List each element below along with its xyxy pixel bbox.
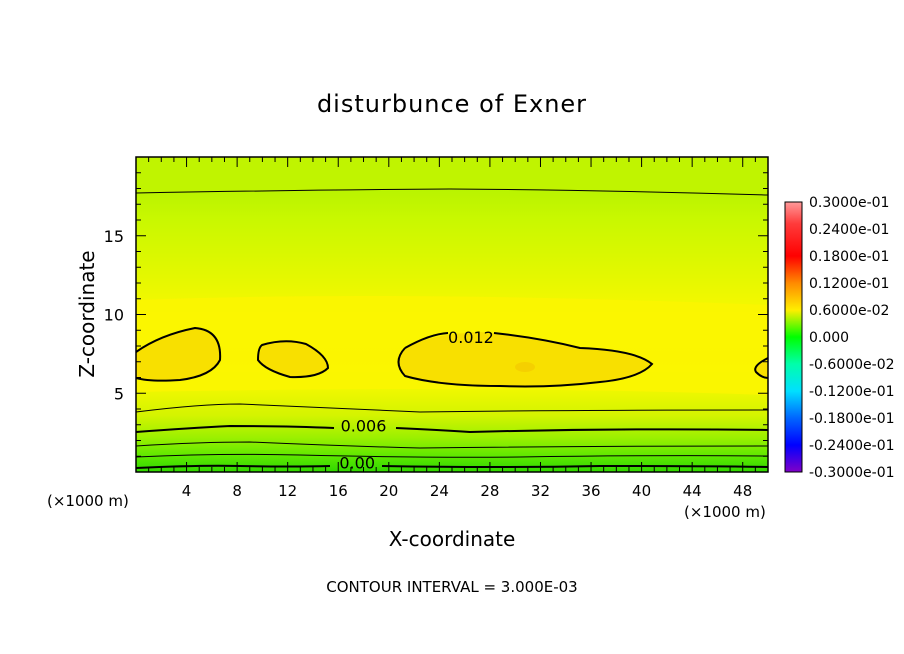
cell-left-fill	[136, 328, 221, 381]
x-tick-label: 44	[683, 482, 702, 500]
x-tick-label: 16	[329, 482, 348, 500]
x-unit-label-left: (×1000 m)	[47, 492, 129, 510]
cell-core	[515, 362, 535, 372]
colorbar-labels: 0.3000e-01 0.2400e-01 0.1800e-01 0.1200e-01…	[809, 195, 895, 481]
contour-field	[136, 157, 768, 472]
x-tick-label: 20	[379, 482, 398, 500]
colorbar-label: -0.2400e-01	[809, 438, 895, 454]
colorbar-gradient	[784, 201, 803, 473]
y-tick-label: 5	[114, 384, 124, 403]
chart-title: disturbunce of Exner	[317, 90, 587, 118]
x-tick-label: 4	[182, 482, 192, 500]
y-axis-label: Z-coordinate	[75, 250, 99, 377]
field-band-top	[136, 157, 768, 194]
colorbar-label: -0.3000e-01	[809, 465, 895, 481]
colorbar-label: 0.1200e-01	[809, 276, 889, 292]
contour-label: 0.00	[339, 453, 375, 472]
x-tick-label: 12	[278, 482, 297, 500]
colorbar-label: -0.1800e-01	[809, 411, 895, 427]
x-tick-label: 24	[430, 482, 449, 500]
x-tick-label: 48	[733, 482, 752, 500]
x-tick-label: 8	[232, 482, 242, 500]
contour-line-006	[136, 424, 768, 434]
x-tick-label: 36	[581, 482, 600, 500]
x-tick-label: 32	[531, 482, 550, 500]
colorbar: 0.3000e-01 0.2400e-01 0.1800e-01 0.1200e-01…	[784, 195, 895, 481]
contour-line-3	[136, 453, 768, 458]
colorbar-label: -0.6000e-02	[809, 357, 895, 373]
contour-label: 0.012	[448, 328, 494, 347]
contour-cell-right	[397, 332, 654, 388]
contour-top-line	[136, 188, 768, 196]
x-unit-label-right: (×1000 m)	[684, 503, 766, 521]
colorbar-label: 0.6000e-02	[809, 303, 889, 319]
contour-label: 0.006	[341, 416, 387, 435]
colorbar-label: -0.1200e-01	[809, 384, 895, 400]
contour-line-1	[136, 403, 768, 413]
contour-line-2	[136, 441, 768, 449]
contour-cell-mid	[256, 340, 330, 379]
colorbar-label: 0.1800e-01	[809, 249, 889, 265]
colorbar-label: 0.000	[809, 330, 849, 346]
colorbar-label: 0.2400e-01	[809, 222, 889, 238]
x-tick-label: 28	[480, 482, 499, 500]
x-axis-label: X-coordinate	[389, 527, 516, 551]
cell-mid-fill	[258, 341, 328, 378]
axis-ticks	[136, 157, 768, 472]
y-tick-label: 15	[104, 227, 124, 246]
contour-cell-left	[136, 326, 222, 382]
contour-interval-note: CONTOUR INTERVAL = 3.000E-03	[326, 578, 577, 596]
x-tick-label: 40	[632, 482, 651, 500]
contour-line-000	[136, 464, 768, 469]
cell-right-fill	[398, 332, 652, 387]
colorbar-label: 0.3000e-01	[809, 195, 889, 211]
y-tick-label: 10	[104, 306, 124, 325]
contour-labels: 0.012 0.006 0.00	[339, 328, 493, 472]
